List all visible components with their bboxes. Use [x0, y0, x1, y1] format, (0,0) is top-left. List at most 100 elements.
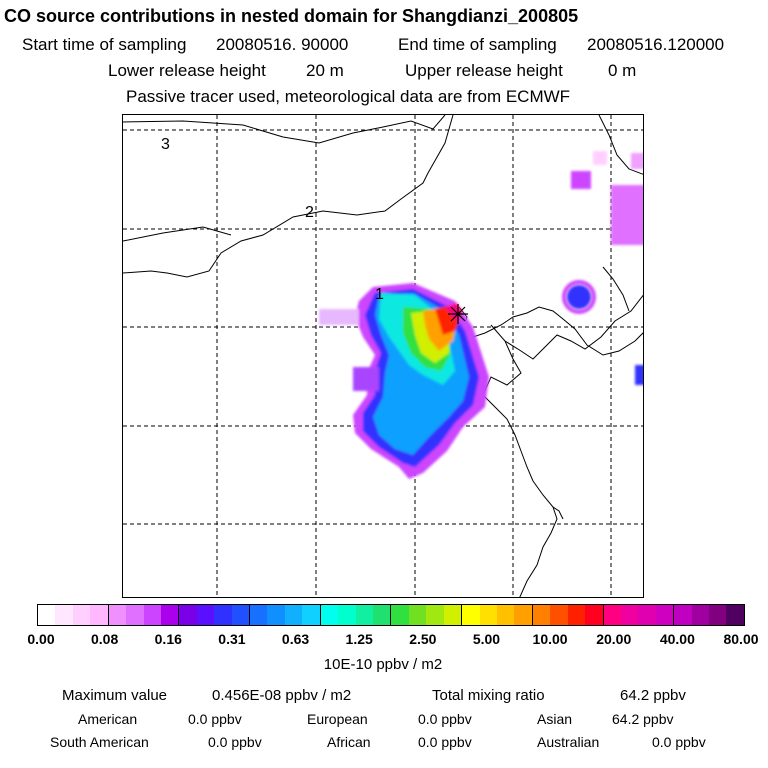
colorbar-cell: [214, 605, 232, 625]
region-label-2: 2: [305, 204, 314, 221]
total-mixing-value: 64.2 ppbv: [620, 687, 686, 704]
colorbar-cell: [143, 605, 161, 625]
colorbar-cell: [603, 605, 621, 625]
coast-liaodong: [482, 324, 558, 597]
colorbar-cell: [320, 605, 339, 625]
source-australian-label: Australian: [537, 734, 600, 750]
source-european-label: European: [307, 711, 368, 727]
blob-east: [567, 285, 591, 309]
colorbar-cell: [496, 605, 515, 625]
colorbar-cell: [355, 605, 374, 625]
colorbar-cell: [373, 605, 392, 625]
colorbar-tick-label: 10.00: [532, 631, 568, 647]
plume-patch-west: [319, 309, 359, 325]
colorbar-cell: [126, 605, 144, 625]
colorbar-cell: [443, 605, 463, 625]
region-label-1: 1: [375, 286, 384, 303]
colorbar-tick-label: 5.00: [472, 631, 501, 647]
blob-ne-1: [571, 171, 591, 189]
max-value: 0.456E-08 ppbv / m2: [212, 687, 352, 704]
max-value-label: Maximum value: [62, 687, 168, 704]
lower-release-label: Lower release height: [108, 61, 266, 80]
source-south-american-value: 0.0 ppbv: [208, 734, 262, 750]
colorbar-tick-label: 0.08: [91, 631, 119, 647]
upper-release-value: 0 m: [608, 61, 637, 80]
upper-release-label: Upper release height: [405, 61, 563, 80]
colorbar-cell: [179, 605, 197, 625]
concentration-plume: [319, 151, 643, 479]
region-label-3: 3: [161, 136, 170, 153]
colorbar-cell: [426, 605, 444, 625]
start-time-value: 20080516. 90000: [216, 35, 349, 54]
end-time-label: End time of sampling: [398, 35, 557, 54]
colorbar-tick-label: 80.00: [723, 631, 759, 647]
colorbar-cell: [55, 605, 73, 625]
colorbar-tick-label: 0.31: [218, 631, 246, 647]
colorbar-cell: [655, 605, 675, 625]
colorbar-tick-label: 40.00: [659, 631, 695, 647]
colorbar-cell: [302, 605, 321, 625]
total-mixing-label: Total mixing ratio: [432, 687, 545, 704]
lower-release-value: 20 m: [306, 61, 344, 80]
colorbar-cell: [585, 605, 604, 625]
colorbar-cell: [567, 605, 586, 625]
colorbar-cell: [196, 605, 215, 625]
concentration-map: 3 2 1: [122, 114, 644, 598]
colorbar-cell: [674, 605, 692, 625]
colorbar-cell: [391, 605, 409, 625]
map-title: CO source contributions in nested domain…: [4, 6, 579, 26]
colorbar-cell: [267, 605, 285, 625]
colorbar-cell: [38, 605, 56, 625]
coast-bohai: [458, 306, 643, 356]
colorbar-tick-label: 0.63: [281, 631, 310, 647]
colorbar-cell: [160, 605, 180, 625]
plume-patch-sw: [353, 367, 379, 391]
colorbar-cell: [550, 605, 568, 625]
asterisk-cross-marker: [448, 304, 468, 324]
colorbar-cell: [250, 605, 268, 625]
colorbar-tick-label: 1.25: [345, 631, 373, 647]
colorbar-cell: [691, 605, 710, 625]
blob-edge-east: [635, 365, 643, 385]
colorbar-cell: [231, 605, 251, 625]
start-time-label: Start time of sampling: [22, 35, 187, 54]
colorbar-cell: [620, 605, 639, 625]
end-time-value: 20080516.120000: [587, 35, 725, 54]
border-mongolia: [123, 226, 232, 242]
colorbar-cell: [726, 605, 744, 625]
colorbar-cell: [284, 605, 303, 625]
colorbar-cell: [338, 605, 356, 625]
colorbar-cell: [709, 605, 727, 625]
source-african-value: 0.0 ppbv: [418, 734, 472, 750]
coast-shandong: [504, 294, 643, 360]
source-south-american-label: South American: [50, 734, 149, 750]
colorbar-cell: [638, 605, 656, 625]
coast-east: [598, 115, 643, 175]
colorbar-cell: [72, 605, 91, 625]
source-australian-value: 0.0 ppbv: [652, 734, 706, 750]
source-asian-label: Asian: [537, 711, 573, 727]
tracer-info: Passive tracer used, meteorological data…: [126, 87, 571, 106]
blob-ne-4: [593, 151, 607, 165]
colorbar-cell: [108, 605, 127, 625]
border-northeast: [123, 115, 454, 278]
blob-ne-3: [631, 153, 643, 169]
colorbar-cell: [532, 605, 551, 625]
coast-yellow-sea: [552, 506, 564, 520]
colorbar-cell: [90, 605, 109, 625]
colorbar-cell: [479, 605, 497, 625]
colorbar-cell: [408, 605, 427, 625]
colorbar-unit: 10E-10 ppbv / m2: [323, 656, 443, 673]
coast-korea: [602, 266, 630, 312]
source-european-value: 0.0 ppbv: [418, 711, 472, 727]
colorbar-tick-label: 0.00: [27, 631, 55, 647]
source-asian-value: 64.2 ppbv: [612, 711, 674, 727]
colorbar-tick-label: 0.16: [154, 631, 182, 647]
blob-east-edge: [562, 280, 596, 314]
blob-ne-2: [611, 185, 643, 245]
border-north: [123, 115, 446, 144]
colorbar-cell: [514, 605, 533, 625]
colorbar-tick-label: 20.00: [596, 631, 632, 647]
source-american-value: 0.0 ppbv: [188, 711, 242, 727]
colorbar-cell: [462, 605, 480, 625]
